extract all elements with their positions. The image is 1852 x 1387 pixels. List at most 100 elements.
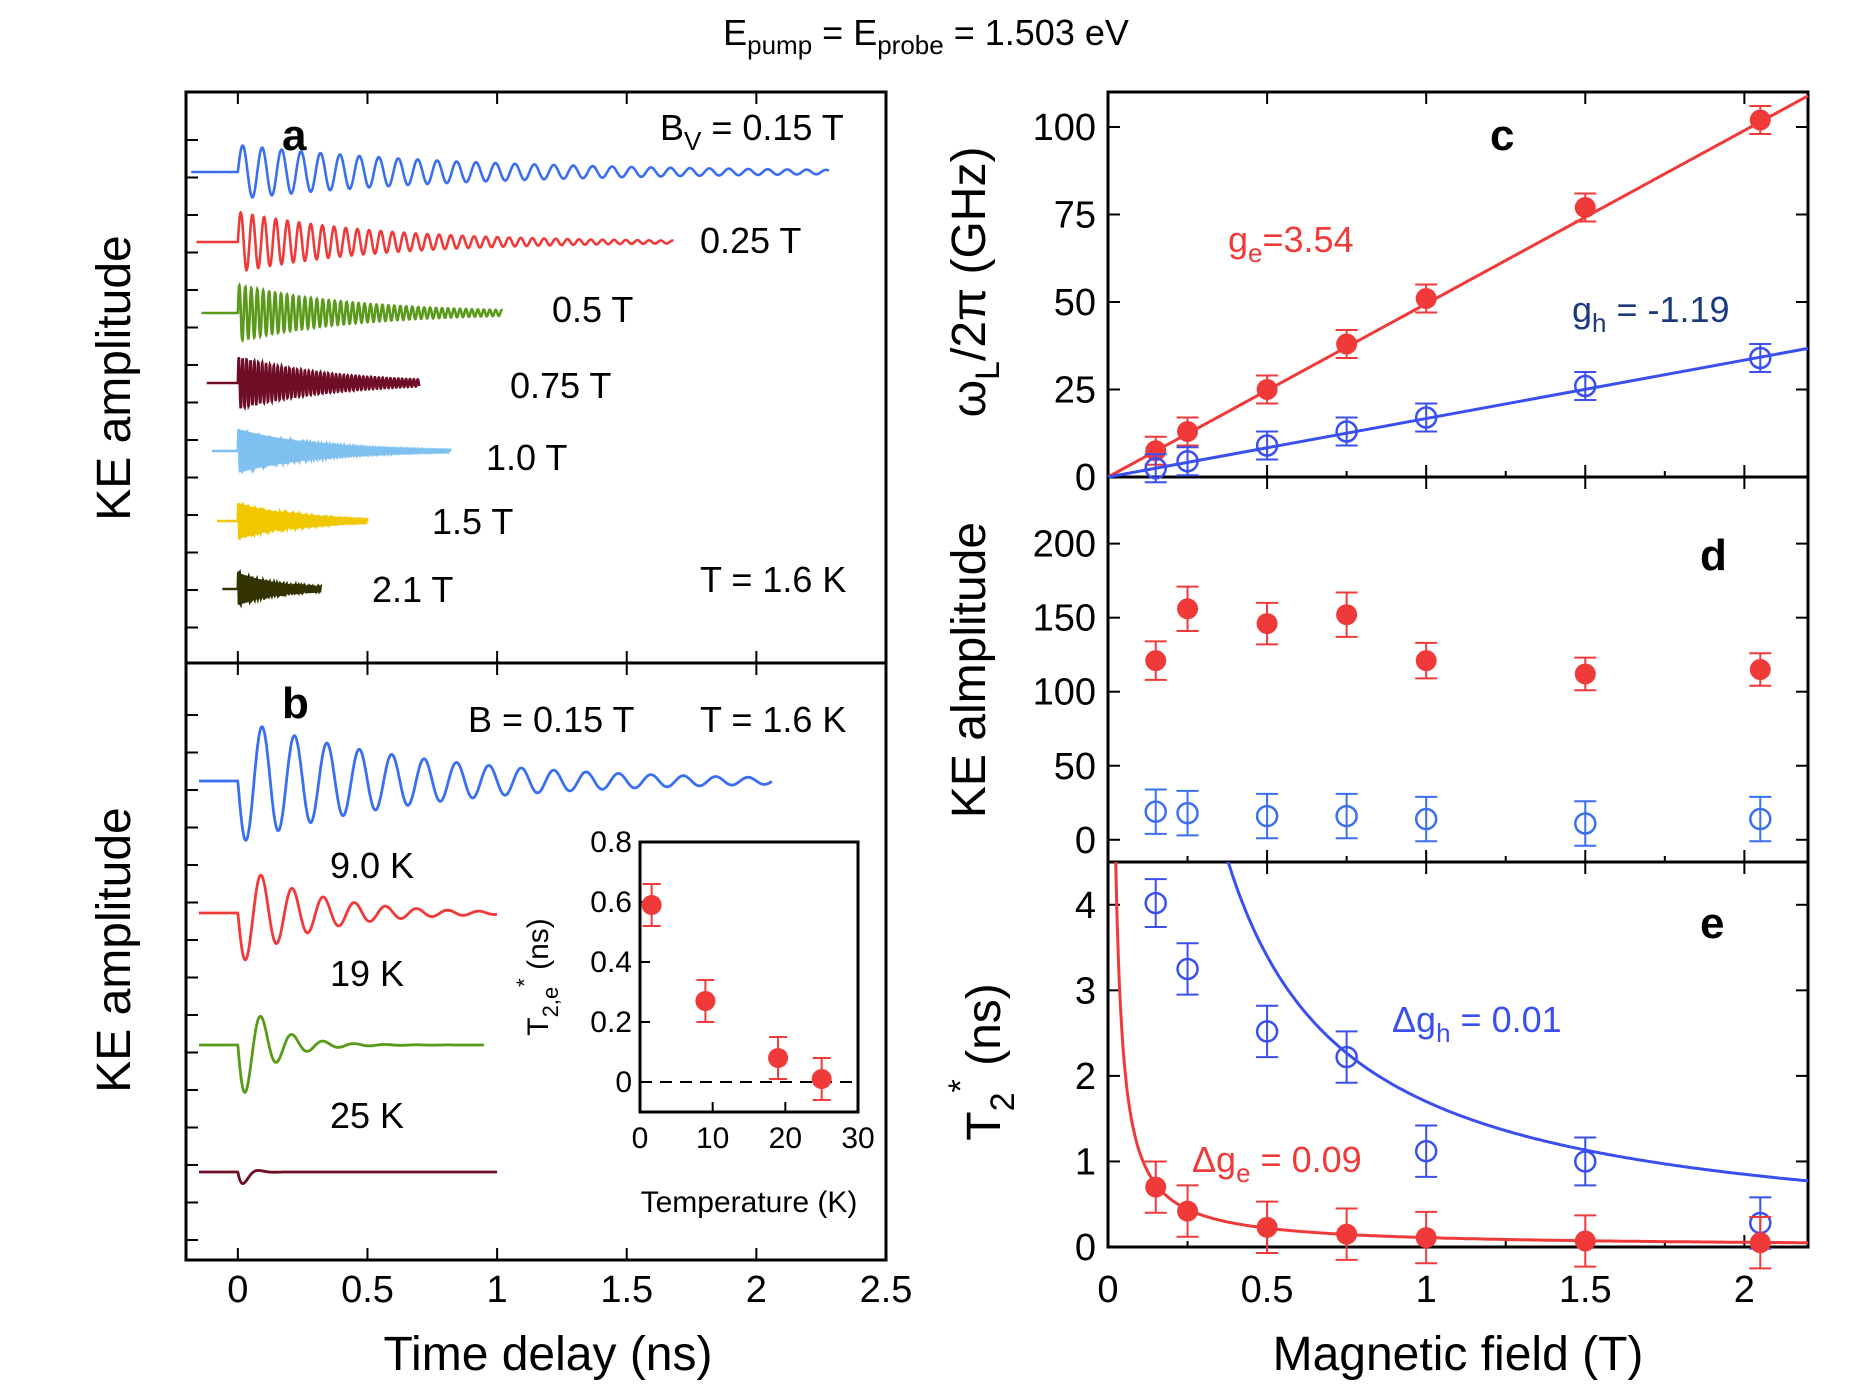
- ab-xtick-label: 2.5: [860, 1269, 913, 1311]
- cde-ytick-label: 50: [1054, 282, 1096, 324]
- cde-ytick-label: 3: [1075, 970, 1096, 1012]
- point-electron: [1336, 333, 1358, 355]
- point-hole: [1574, 374, 1597, 398]
- point-hole: [1574, 1150, 1597, 1173]
- trace-b-16K: [199, 725, 773, 842]
- e-xtick-label: 0.5: [1241, 1269, 1294, 1311]
- point-electron: [1749, 659, 1771, 680]
- point-hole: [1176, 801, 1199, 825]
- point-hole: [1749, 807, 1772, 831]
- e-xtick-label: 2: [1734, 1269, 1755, 1311]
- inset-frame: [638, 840, 860, 1114]
- inset-xlabel: Temperature (K): [641, 1186, 858, 1219]
- cde-ytick-label: 100: [1033, 672, 1096, 714]
- panel-b-letter: b: [282, 679, 309, 728]
- figure-title: Epump = Eprobe = 1.503 eV: [723, 12, 1129, 60]
- inset-xtick-label: 20: [769, 1122, 802, 1155]
- panel-e-hole-label: Δgh = 0.01: [1392, 999, 1562, 1048]
- e-xtick-label: 0: [1097, 1269, 1118, 1311]
- cde-ytick-label: 75: [1054, 195, 1096, 237]
- point-electron: [1177, 598, 1199, 620]
- inset-point: [768, 1048, 789, 1068]
- cde-ytick-label: 50: [1054, 746, 1096, 788]
- inset-ytick-label: 0.8: [590, 826, 632, 859]
- panel-b-traces: [199, 725, 773, 1185]
- inset-ytick-label: 0.6: [590, 886, 632, 919]
- panel-b-field-annotation: B = 0.15 T: [468, 699, 634, 740]
- inset-point: [641, 895, 662, 915]
- point-electron: [1749, 109, 1771, 131]
- cde-ytick-label: 0: [1075, 457, 1096, 499]
- point-electron: [1145, 1176, 1167, 1198]
- inset-ytick-label: 0: [615, 1066, 632, 1099]
- cde-ytick-label: 2: [1075, 1056, 1096, 1098]
- cde-ytick-label: 150: [1033, 598, 1096, 640]
- point-hole: [1335, 420, 1358, 443]
- ab-xtick-label: 0.5: [341, 1269, 394, 1311]
- point-electron: [1415, 288, 1437, 309]
- point-electron: [1256, 613, 1278, 635]
- trace-label-a-4: 1.0 T: [486, 437, 567, 478]
- cde-ytick-label: 200: [1033, 524, 1096, 566]
- trace-label-a-5: 1.5 T: [432, 501, 513, 542]
- point-electron: [1177, 421, 1199, 442]
- point-electron: [1336, 604, 1358, 626]
- fit-line-electron: [1107, 94, 1809, 479]
- panel-a-traces: [191, 144, 830, 609]
- trace-a-21T: [222, 569, 322, 609]
- point-hole: [1255, 804, 1279, 828]
- ab-xtick-label: 0: [227, 1269, 248, 1311]
- point-electron: [1177, 1200, 1199, 1222]
- cde-ytick-label: 25: [1054, 370, 1096, 412]
- panel-c-letter: c: [1490, 111, 1514, 160]
- panel-d-letter: d: [1700, 531, 1727, 580]
- e-xtick-label: 1.5: [1559, 1269, 1612, 1311]
- cde-ytick-label: 100: [1033, 107, 1096, 149]
- point-electron: [1145, 440, 1167, 462]
- inset-ytick-label: 0.4: [590, 946, 632, 979]
- trace-a-025T: [196, 210, 674, 273]
- panel-ab-xlabel: Time delay (ns): [384, 1328, 713, 1381]
- point-hole: [1144, 457, 1167, 480]
- e-xtick-label: 1: [1416, 1269, 1437, 1311]
- point-hole: [1414, 807, 1438, 831]
- panel-b-ylabel: KE amplitude: [88, 807, 141, 1093]
- point-hole: [1335, 1045, 1358, 1069]
- panel-a-ylabel: KE amplitude: [88, 235, 141, 521]
- point-hole: [1144, 891, 1167, 915]
- point-hole: [1574, 812, 1597, 835]
- ab-xtick-label: 2: [746, 1269, 767, 1311]
- trace-a-10T: [211, 428, 452, 475]
- trace-label-a-3: 0.75 T: [510, 365, 611, 406]
- panel-c-electron-label: ge=3.54: [1228, 219, 1354, 268]
- ab-xtick-label: 1: [487, 1269, 508, 1311]
- trace-label-b-2: 19 K: [330, 953, 404, 994]
- point-hole: [1255, 1020, 1279, 1043]
- trace-label-a-2: 0.5 T: [552, 289, 633, 330]
- panel-e-xlabel: Magnetic field (T): [1273, 1328, 1644, 1381]
- point-electron: [1574, 197, 1596, 218]
- cde-ytick-label: 1: [1075, 1141, 1096, 1183]
- inset-plot: 0 10 20 30 0 0.2 0.4 0.6 0.8: [590, 826, 874, 1155]
- point-electron: [1256, 379, 1278, 400]
- trace-a-15T: [217, 501, 369, 541]
- trace-a-075T: [206, 356, 421, 412]
- cde-ytick-label: 0: [1075, 1227, 1096, 1269]
- panel-c-ylabel: ωL/2π (GHz): [943, 147, 1007, 418]
- point-hole: [1255, 434, 1279, 457]
- panel-e-electron-label: Δge = 0.09: [1192, 1139, 1362, 1188]
- panel-d-ylabel: KE almplitude: [943, 522, 996, 818]
- cde-ytick-label: 0: [1075, 820, 1096, 862]
- inset-point: [695, 991, 716, 1011]
- point-hole: [1144, 800, 1167, 823]
- point-hole: [1414, 1139, 1438, 1163]
- trace-label-b-3: 25 K: [330, 1095, 404, 1136]
- panel-cde-plots: 0 25 50 75 100 0 50 100 150 200 0 1 2 3 4 0 0.5 1 1.5 2: [1033, 92, 1809, 1311]
- trace-b-25K: [199, 1169, 498, 1185]
- point-hole: [1176, 450, 1199, 473]
- panel-e-ylabel: T2* (ns): [942, 983, 1022, 1140]
- trace-a-05T: [201, 281, 504, 344]
- point-hole: [1335, 804, 1358, 828]
- point-electron: [1749, 1232, 1771, 1254]
